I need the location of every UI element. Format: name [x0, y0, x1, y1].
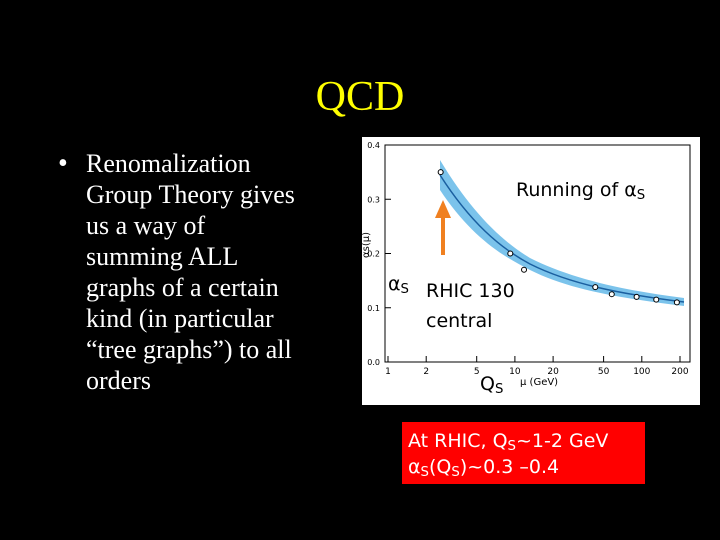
- x-tick-label: 5: [474, 367, 480, 377]
- x-axis-label: μ (GeV): [520, 377, 558, 388]
- x-tick-label: 200: [671, 367, 688, 377]
- theory-curve: [439, 174, 685, 303]
- annotation: Running of αS: [516, 179, 645, 203]
- bullet-line: orders: [86, 366, 151, 395]
- data-point: [673, 299, 680, 306]
- x-tick-label: 2: [423, 367, 429, 377]
- text-run: α: [408, 456, 421, 478]
- x-tick-label: 100: [633, 367, 650, 377]
- y-axis-label: αs(μ): [361, 232, 372, 258]
- data-point: [608, 291, 615, 298]
- annotation: αS(QS)~0.3 –0.4: [408, 456, 559, 480]
- bullet-line: Renomalization: [86, 149, 251, 178]
- text-run: Running of α: [516, 179, 637, 201]
- annotation: QS: [480, 373, 503, 397]
- bullet-line: us a way of: [86, 211, 205, 240]
- figure: 0.0 0.1 0.2 0.3 0.4 1 2 5 10 20 50 100 200 αs(μ) μ (Ge…: [361, 141, 691, 397]
- y-tick-label: 0.0: [367, 358, 380, 367]
- annotation: central: [426, 310, 492, 332]
- bullet-line: Group Theory gives: [86, 180, 295, 209]
- x-tick-label: 50: [598, 367, 610, 377]
- text-run: )~0.3 –0.4: [460, 456, 559, 478]
- bullet-mark: •: [58, 148, 68, 179]
- text-run: (Q: [429, 456, 451, 478]
- bullet-line: summing ALL: [86, 242, 238, 271]
- y-tick-label: 0.2: [367, 250, 380, 259]
- figure-background: [362, 137, 700, 405]
- data-point: [592, 284, 599, 291]
- annotation: At RHIC, QS~1-2 GeV: [408, 430, 608, 454]
- bullet-line: kind (in particular: [86, 304, 274, 333]
- x-tick-label: 10: [509, 367, 521, 377]
- annotation: αS: [388, 273, 409, 297]
- data-point: [633, 293, 640, 300]
- data-point: [437, 169, 444, 176]
- x-tick-label: 20: [547, 367, 559, 377]
- annotation: RHIC 130: [426, 280, 515, 302]
- subscript: S: [451, 465, 459, 480]
- data-point: [521, 266, 528, 273]
- data-point: [507, 250, 514, 257]
- subscript: S: [401, 282, 409, 297]
- arrow-head: [435, 200, 451, 218]
- text-run: ~1-2 GeV: [516, 430, 608, 452]
- text-run: Q: [480, 373, 495, 395]
- text-run: α: [388, 273, 401, 295]
- bullet-line: “tree graphs”) to all: [86, 335, 292, 364]
- x-tick-label: 1: [385, 367, 391, 377]
- callout-box: [402, 422, 645, 484]
- y-tick-label: 0.1: [367, 304, 380, 313]
- subscript: S: [421, 465, 429, 480]
- data-point: [653, 296, 660, 303]
- slide-title: QCD: [316, 74, 405, 120]
- text-run: At RHIC, Q: [408, 430, 508, 452]
- bullet-line: graphs of a certain: [86, 273, 279, 302]
- y-tick-label: 0.3: [367, 195, 380, 204]
- subscript: S: [495, 382, 503, 397]
- subscript: S: [508, 439, 516, 454]
- y-tick-label: 0.4: [367, 141, 380, 150]
- subscript: S: [637, 188, 645, 203]
